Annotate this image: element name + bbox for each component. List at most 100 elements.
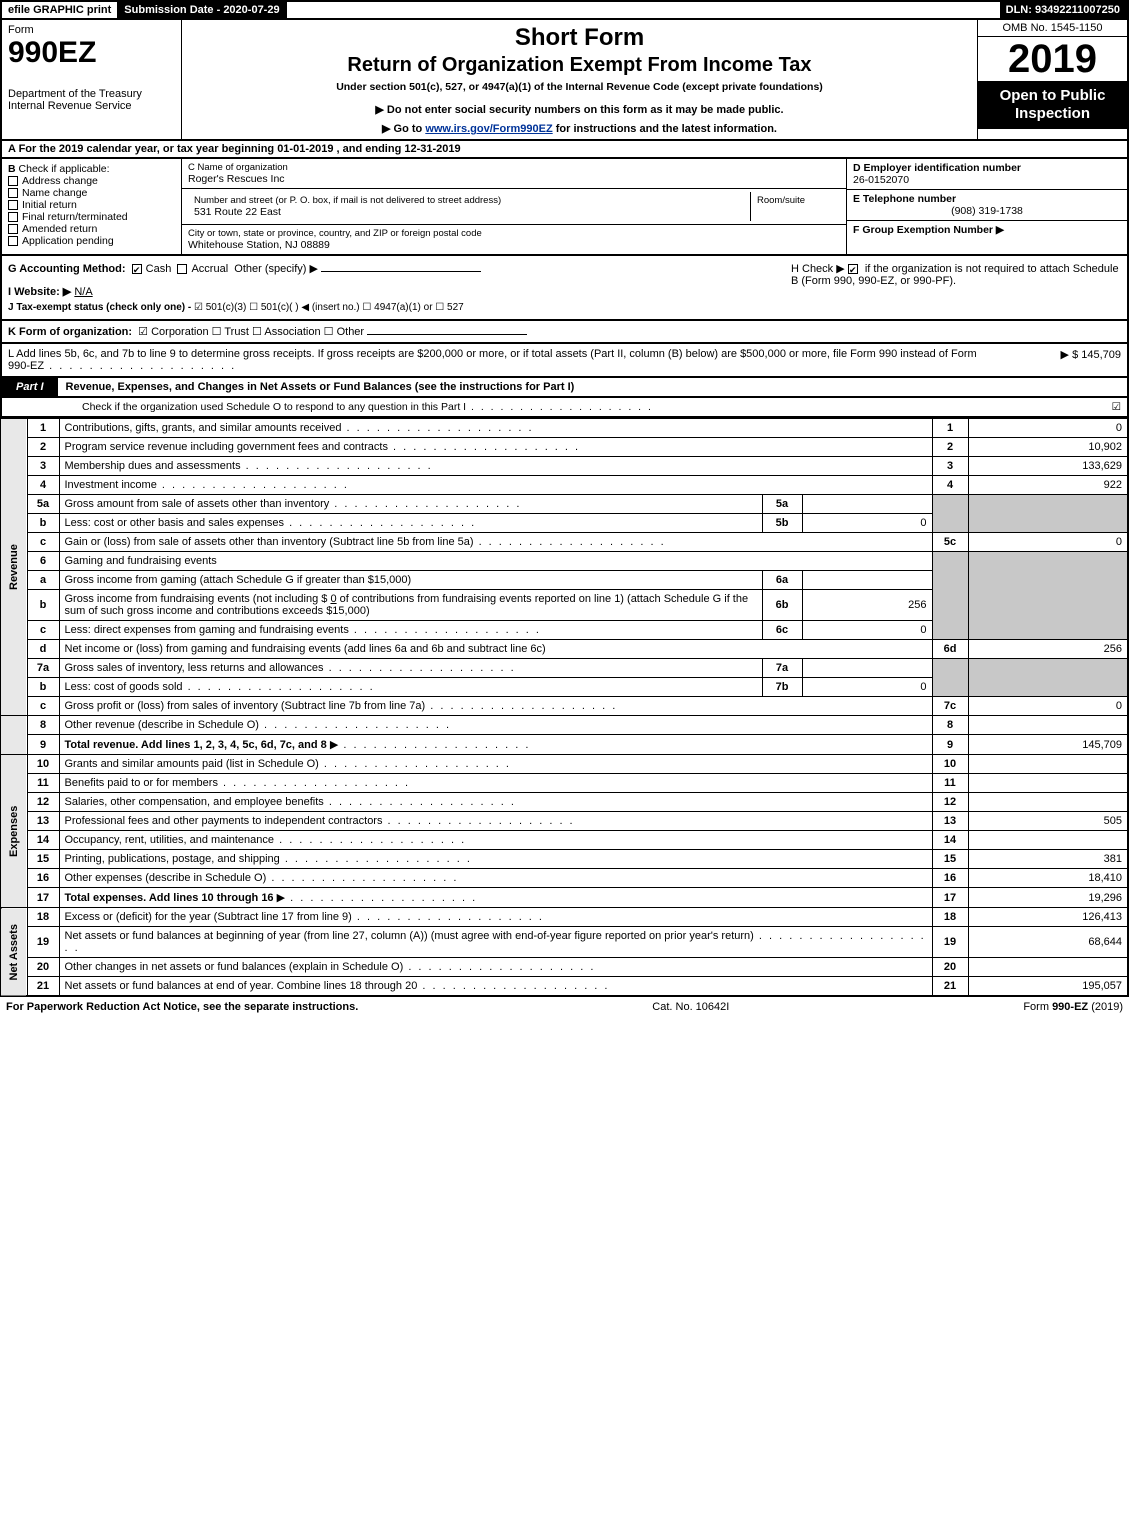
city-value: Whitehouse Station, NJ 08889 [188, 239, 840, 251]
return-title: Return of Organization Exempt From Incom… [186, 54, 973, 77]
ln6c-val: 0 [802, 621, 932, 640]
ln10-amt [968, 755, 1128, 774]
chk-address-change[interactable]: Address change [22, 175, 98, 187]
ln6a-box: 6a [762, 571, 802, 590]
part-i-sub: Check if the organization used Schedule … [0, 398, 1129, 418]
ln1-desc: Contributions, gifts, grants, and simila… [65, 422, 342, 434]
chk-initial-return[interactable]: Initial return [22, 199, 77, 211]
ln12-desc: Salaries, other compensation, and employ… [65, 796, 324, 808]
ln17-amt: 19,296 [968, 888, 1128, 908]
part-i-sub-text: Check if the organization used Schedule … [82, 401, 466, 413]
footer-right: Form 990-EZ (2019) [1023, 1001, 1123, 1013]
box-c: C Name of organization Roger's Rescues I… [182, 159, 847, 254]
ln4-amt: 922 [968, 476, 1128, 495]
form-of-org-label: K Form of organization: [8, 326, 132, 338]
box-b: B Check if applicable: Address change Na… [2, 159, 182, 254]
city-label: City or town, state or province, country… [188, 228, 840, 239]
side-revenue: Revenue [1, 419, 27, 716]
ln7b-box: 7b [762, 678, 802, 697]
ln6d-amt: 256 [968, 640, 1128, 659]
group-exemption-label: F Group Exemption Number ▶ [853, 224, 1004, 236]
part-i-header: Part I Revenue, Expenses, and Changes in… [0, 378, 1129, 398]
ln7b-desc: Less: cost of goods sold [65, 681, 183, 693]
ln19-amt: 68,644 [968, 927, 1128, 958]
goto-line: ▶ Go to www.irs.gov/Form990EZ for instru… [186, 122, 973, 135]
footer-left: For Paperwork Reduction Act Notice, see … [6, 1001, 358, 1013]
ln6a-desc: Gross income from gaming (attach Schedul… [65, 574, 412, 586]
open-public-inspection: Open to Public Inspection [978, 81, 1127, 129]
ln2-desc: Program service revenue including govern… [65, 441, 388, 453]
ln5a-val [802, 495, 932, 514]
chk-final-return[interactable]: Final return/terminated [22, 211, 128, 223]
chk-amended-return[interactable]: Amended return [22, 223, 97, 235]
street-label: Number and street (or P. O. box, if mail… [194, 195, 744, 206]
row-g-h: G Accounting Method: ✔Cash Accrual Other… [0, 256, 1129, 321]
form-of-org-options: ☑ Corporation ☐ Trust ☐ Association ☐ Ot… [138, 326, 364, 338]
street-value: 531 Route 22 East [194, 206, 744, 218]
page-footer: For Paperwork Reduction Act Notice, see … [0, 997, 1129, 1017]
ln3-desc: Membership dues and assessments [65, 460, 241, 472]
form-header: Form 990EZ Department of the Treasury In… [0, 20, 1129, 141]
ln4-desc: Investment income [65, 479, 157, 491]
ln18-desc: Excess or (deficit) for the year (Subtra… [65, 911, 352, 923]
ln9-desc: Total revenue. Add lines 1, 2, 3, 4, 5c,… [65, 739, 327, 751]
box-de: D Employer identification number 26-0152… [847, 159, 1127, 254]
ln6-desc: Gaming and fundraising events [65, 555, 217, 567]
ln18-amt: 126,413 [968, 908, 1128, 927]
ln21-amt: 195,057 [968, 977, 1128, 997]
accounting-method-label: G Accounting Method: [8, 263, 126, 275]
ln20-desc: Other changes in net assets or fund bala… [65, 961, 404, 973]
ln16-desc: Other expenses (describe in Schedule O) [65, 872, 267, 884]
identity-block: B Check if applicable: Address change Na… [0, 159, 1129, 256]
ln12-amt [968, 793, 1128, 812]
ln6c-desc: Less: direct expenses from gaming and fu… [65, 624, 349, 636]
tax-year: 2019 [978, 37, 1127, 81]
under-section: Under section 501(c), 527, or 4947(a)(1)… [186, 81, 973, 93]
chk-name-change[interactable]: Name change [22, 187, 87, 199]
tax-exempt-options: ☑ 501(c)(3) ☐ 501(c)( ) ◀ (insert no.) ☐… [194, 302, 464, 313]
chk-cash[interactable]: Cash [146, 263, 172, 275]
form-number: 990EZ [8, 36, 175, 70]
ln16-amt: 18,410 [968, 869, 1128, 888]
ln6d-desc: Net income or (loss) from gaming and fun… [65, 643, 546, 655]
ln2-amt: 10,902 [968, 438, 1128, 457]
ln5c-amt: 0 [968, 533, 1128, 552]
irs-label: Internal Revenue Service [8, 100, 175, 112]
ln7a-val [802, 659, 932, 678]
ln11-desc: Benefits paid to or for members [65, 777, 218, 789]
ln5b-box: 5b [762, 514, 802, 533]
ln5a-box: 5a [762, 495, 802, 514]
ln21-desc: Net assets or fund balances at end of ye… [65, 980, 418, 992]
chk-application-pending[interactable]: Application pending [22, 235, 114, 247]
room-label: Room/suite [757, 195, 834, 206]
ln17-desc: Total expenses. Add lines 10 through 16 [65, 892, 274, 904]
gross-receipts-amount: ▶ $ 145,709 [1001, 348, 1121, 372]
chk-accrual[interactable]: Accrual [191, 263, 228, 275]
ln14-amt [968, 831, 1128, 850]
omb-number: OMB No. 1545-1150 [978, 20, 1127, 37]
footer-center: Cat. No. 10642I [652, 1001, 729, 1013]
box-b-heading: Check if applicable: [19, 163, 110, 175]
ln6b-val: 256 [802, 590, 932, 621]
ln19-desc: Net assets or fund balances at beginning… [65, 930, 754, 942]
ein-label: D Employer identification number [853, 162, 1021, 174]
org-name-label: C Name of organization [188, 162, 840, 173]
ln6b-box: 6b [762, 590, 802, 621]
ln5b-val: 0 [802, 514, 932, 533]
ssn-warning: Do not enter social security numbers on … [186, 103, 973, 116]
efile-print-button[interactable]: efile GRAPHIC print [2, 2, 118, 18]
row-l: L Add lines 5b, 6c, and 7b to line 9 to … [0, 344, 1129, 378]
row-h-pre: H Check ▶ [791, 263, 845, 275]
ln1-amt: 0 [968, 419, 1128, 438]
accounting-other: Other (specify) ▶ [234, 263, 318, 275]
ein-value: 26-0152070 [853, 174, 909, 186]
phone-value: (908) 319-1738 [853, 205, 1121, 217]
ln6a-val [802, 571, 932, 590]
irs-link[interactable]: www.irs.gov/Form990EZ [425, 123, 552, 135]
ln6b-desc-pre: Gross income from fundraising events (no… [65, 593, 331, 605]
submission-date: Submission Date - 2020-07-29 [118, 2, 286, 18]
ln7c-amt: 0 [968, 697, 1128, 716]
dln-label: DLN: 93492211007250 [1000, 2, 1127, 18]
form-word: Form [8, 24, 175, 36]
tax-period-row: A For the 2019 calendar year, or tax yea… [0, 141, 1129, 159]
